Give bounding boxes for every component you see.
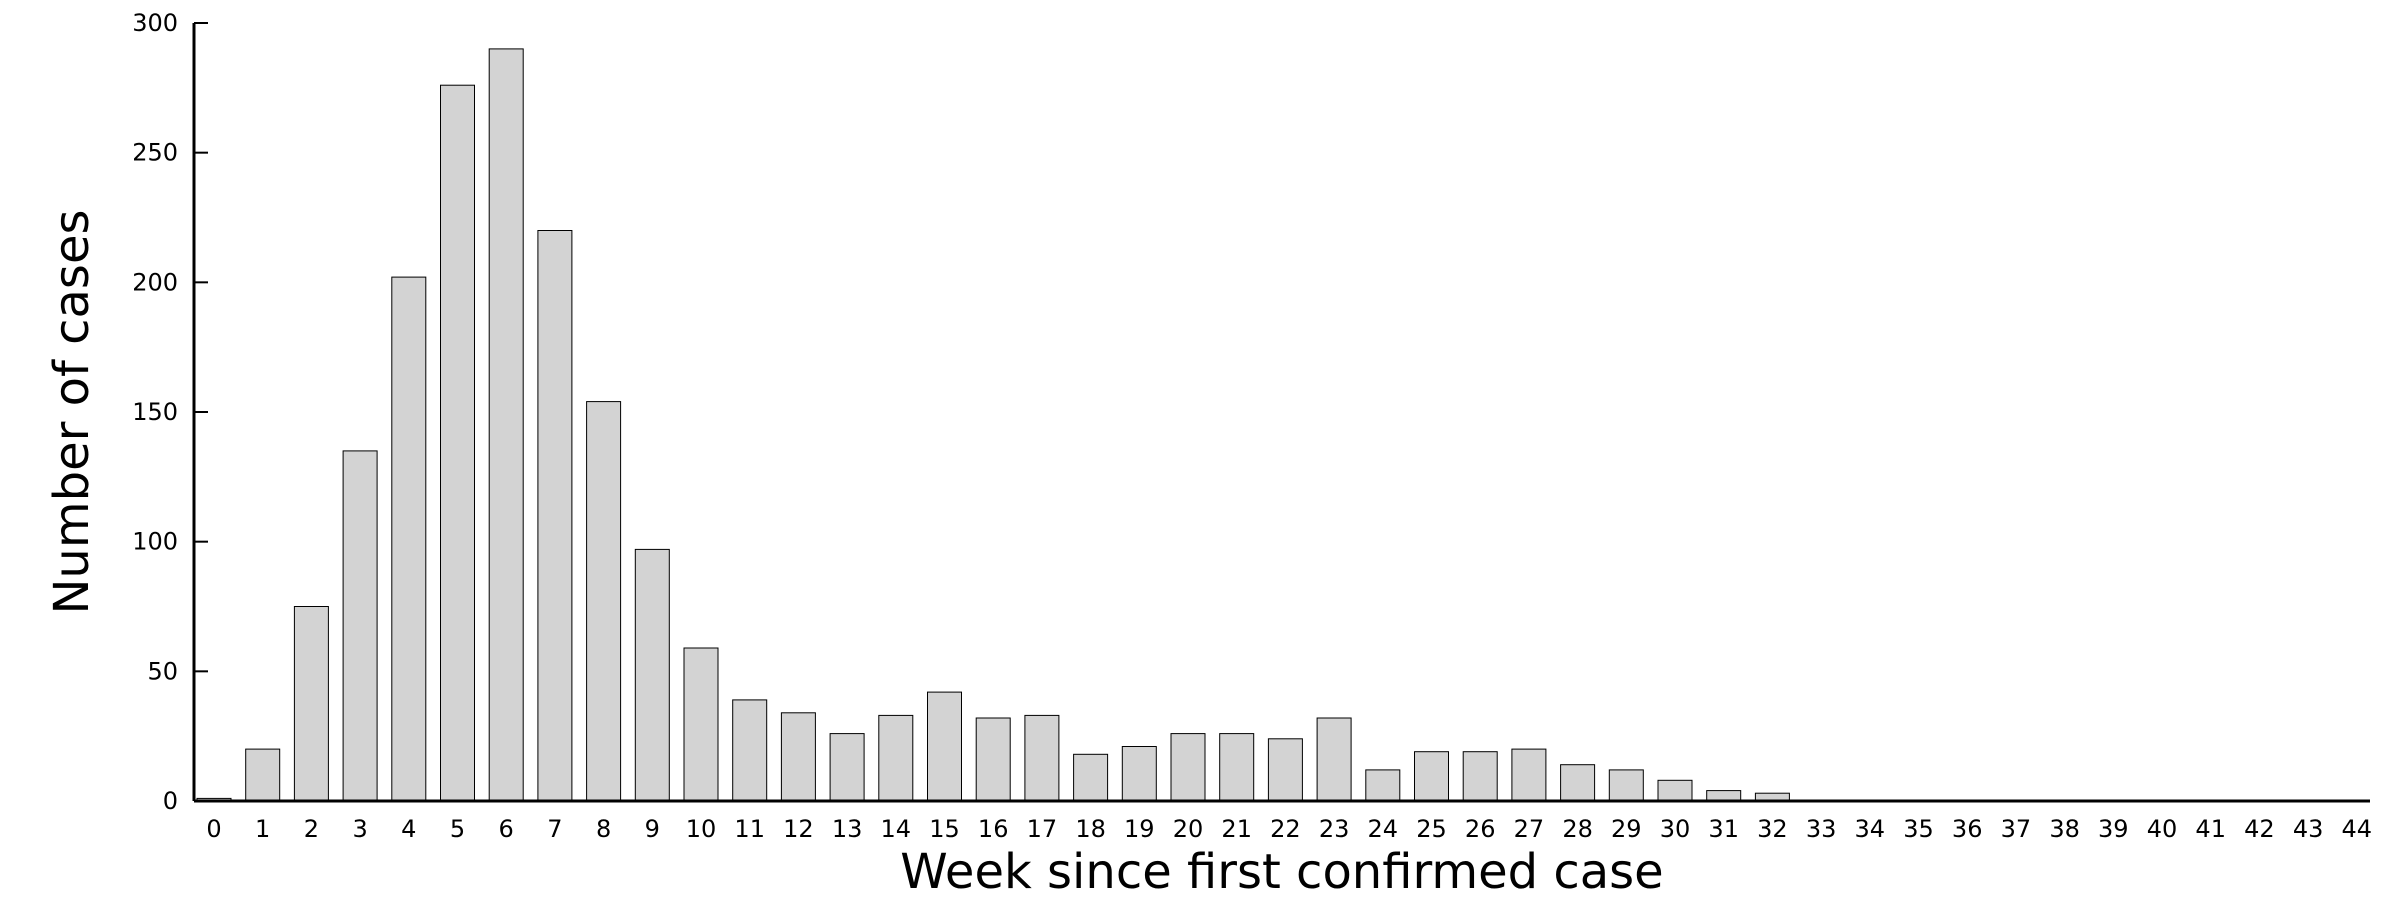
bar-week-7 bbox=[537, 230, 573, 802]
bar-week-1 bbox=[245, 748, 281, 802]
x-tick-label: 27 bbox=[1514, 815, 1545, 843]
bar-week-6 bbox=[488, 48, 524, 802]
bar-week-24 bbox=[1365, 769, 1401, 802]
x-tick-label: 36 bbox=[1952, 815, 1983, 843]
bar-week-21 bbox=[1219, 733, 1255, 802]
bar-week-17 bbox=[1024, 714, 1060, 802]
x-tick-label: 7 bbox=[547, 815, 562, 843]
bar-week-26 bbox=[1462, 751, 1498, 802]
x-tick-label: 33 bbox=[1806, 815, 1837, 843]
x-tick-label: 10 bbox=[686, 815, 717, 843]
x-tick-label: 26 bbox=[1465, 815, 1496, 843]
bar-week-15 bbox=[927, 691, 962, 802]
x-tick-label: 1 bbox=[255, 815, 270, 843]
bar-week-3 bbox=[342, 450, 378, 802]
bar-week-22 bbox=[1267, 738, 1303, 802]
x-tick-label: 17 bbox=[1027, 815, 1058, 843]
bar-week-13 bbox=[829, 733, 865, 802]
y-tick-label: 50 bbox=[147, 657, 178, 685]
x-tick-label: 2 bbox=[304, 815, 319, 843]
x-tick-label: 19 bbox=[1124, 815, 1155, 843]
bar-week-29 bbox=[1608, 769, 1644, 802]
x-tick-label: 21 bbox=[1221, 815, 1252, 843]
x-tick-label: 8 bbox=[596, 815, 611, 843]
x-tick-label: 14 bbox=[881, 815, 912, 843]
x-tick-label: 39 bbox=[2098, 815, 2129, 843]
y-tick-label: 150 bbox=[132, 398, 178, 426]
x-tick-label: 44 bbox=[2342, 815, 2373, 843]
bar-week-18 bbox=[1073, 753, 1109, 802]
bar-week-11 bbox=[732, 699, 768, 802]
x-tick-label: 40 bbox=[2147, 815, 2178, 843]
bar-week-25 bbox=[1414, 751, 1449, 802]
y-axis-label: Number of cases bbox=[44, 210, 100, 615]
bar-week-28 bbox=[1560, 764, 1596, 802]
x-tick-label: 41 bbox=[2195, 815, 2226, 843]
bar-week-10 bbox=[683, 647, 719, 802]
x-tick-label: 24 bbox=[1368, 815, 1399, 843]
bars-group bbox=[196, 48, 1790, 802]
x-tick-label: 4 bbox=[401, 815, 416, 843]
x-tick-label: 42 bbox=[2244, 815, 2275, 843]
x-tick-label: 13 bbox=[832, 815, 863, 843]
bar-week-9 bbox=[634, 548, 670, 802]
y-tick-label: 100 bbox=[132, 528, 178, 556]
bar-week-14 bbox=[878, 714, 914, 802]
x-tick-label: 3 bbox=[352, 815, 367, 843]
y-tick-label: 300 bbox=[132, 9, 178, 37]
x-tick-label: 16 bbox=[978, 815, 1009, 843]
x-tick-label: 30 bbox=[1660, 815, 1691, 843]
x-tick-label: 11 bbox=[734, 815, 765, 843]
bar-week-27 bbox=[1511, 748, 1547, 802]
x-tick-label: 29 bbox=[1611, 815, 1642, 843]
x-tick-label: 38 bbox=[2049, 815, 2080, 843]
bar-week-5 bbox=[440, 84, 475, 802]
bar-week-12 bbox=[780, 712, 816, 802]
bar-week-31 bbox=[1706, 790, 1742, 802]
y-tick-label: 250 bbox=[132, 139, 178, 167]
x-tick-label: 0 bbox=[206, 815, 221, 843]
bar-week-16 bbox=[975, 717, 1011, 802]
y-tick-label: 200 bbox=[132, 268, 178, 296]
bar-week-20 bbox=[1170, 733, 1206, 802]
x-tick-label: 34 bbox=[1855, 815, 1886, 843]
x-tick-label: 31 bbox=[1708, 815, 1739, 843]
x-tick-label: 37 bbox=[2001, 815, 2032, 843]
x-tick-label: 6 bbox=[499, 815, 514, 843]
x-tick-label: 28 bbox=[1562, 815, 1593, 843]
x-tick-label: 43 bbox=[2293, 815, 2324, 843]
bar-week-2 bbox=[293, 606, 329, 802]
x-tick-label: 9 bbox=[645, 815, 660, 843]
bar-week-8 bbox=[586, 401, 622, 802]
bar-week-19 bbox=[1121, 746, 1157, 802]
x-tick-label: 25 bbox=[1416, 815, 1447, 843]
x-tick-label: 20 bbox=[1173, 815, 1204, 843]
y-ticks-group: 0 50 100 150 200 250 300 bbox=[132, 9, 208, 815]
x-tick-label: 15 bbox=[929, 815, 960, 843]
x-tick-label: 12 bbox=[783, 815, 814, 843]
x-axis-label: Week since first confirmed case bbox=[900, 844, 1663, 900]
x-tick-label: 35 bbox=[1903, 815, 1934, 843]
bar-week-23 bbox=[1316, 717, 1352, 802]
x-ticks-group: 0 1 2 3 4 5 6 7 8 9 10 11 12 13 14 15 16 17 18 19 20 21 22 23 24… bbox=[206, 815, 2372, 843]
x-tick-label: 22 bbox=[1270, 815, 1301, 843]
x-tick-label: 18 bbox=[1075, 815, 1106, 843]
x-tick-label: 32 bbox=[1757, 815, 1788, 843]
y-tick-label: 0 bbox=[163, 787, 178, 815]
bar-week-4 bbox=[391, 276, 427, 802]
bar-week-30 bbox=[1657, 779, 1693, 802]
x-tick-label: 5 bbox=[450, 815, 465, 843]
x-tick-label: 23 bbox=[1319, 815, 1350, 843]
